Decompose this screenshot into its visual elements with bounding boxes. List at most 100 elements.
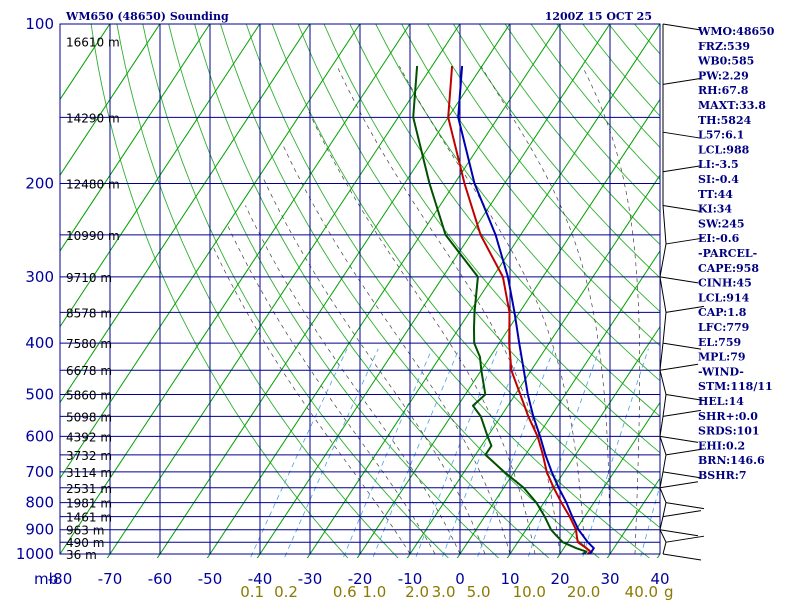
- mixing-ratio-line: [372, 348, 460, 558]
- mixing-ratio-label: 0.1: [240, 583, 264, 600]
- temperature-tick-label: 0: [455, 570, 465, 588]
- dry-adiabat: [220, 24, 600, 558]
- index-item: EHI:0.2: [698, 439, 745, 452]
- temperature-tick-label: -80: [48, 570, 73, 588]
- mixing-ratio-line: [441, 348, 523, 558]
- temperature-tick-label: 40: [650, 570, 669, 588]
- index-item: MAXT:33.8: [698, 99, 766, 112]
- mixing-ratio-unit-label: g: [664, 583, 674, 600]
- height-label: 10990 m: [66, 229, 120, 243]
- wind-barb: [662, 77, 702, 85]
- dry-adiabat: [116, 24, 399, 558]
- dry-adiabat: [90, 24, 349, 558]
- isotherm: [506, 325, 660, 558]
- isotherm: [256, 24, 611, 558]
- pressure-unit-label: mb: [34, 570, 58, 588]
- wind-barb: [662, 23, 702, 31]
- index-item: SHR+:0.0: [698, 410, 758, 423]
- isotherm: [306, 24, 660, 558]
- height-label: 963 m: [66, 524, 104, 538]
- index-item: BRN:146.6: [698, 454, 765, 467]
- height-label: 12480 m: [66, 178, 120, 192]
- dry-adiabat: [401, 24, 660, 347]
- mixing-ratio-line: [283, 348, 379, 558]
- temperature-tick-label: -20: [348, 570, 373, 588]
- height-label: 16610 m: [66, 36, 120, 50]
- wind-barb: [659, 363, 699, 371]
- isotherm: [60, 24, 311, 404]
- wind-barb: [659, 435, 699, 443]
- index-item: LFC:779: [698, 321, 749, 334]
- index-item: CINH:45: [698, 277, 752, 290]
- moist-adiabat: [336, 65, 561, 555]
- index-item: KI:34: [698, 203, 732, 216]
- dry-adiabat: [323, 24, 660, 454]
- wind-barb: [662, 165, 702, 173]
- temperature-tick-label: -30: [298, 570, 323, 588]
- mixing-ratio-label: 0.6: [333, 583, 357, 600]
- isotherm: [106, 24, 461, 558]
- wind-barb: [665, 393, 705, 401]
- wind-barb: [665, 535, 705, 543]
- index-item: LCL:914: [698, 291, 750, 304]
- wind-barb: [662, 409, 702, 417]
- height-label: 1461 m: [66, 511, 112, 525]
- isotherm: [556, 401, 660, 558]
- plot-frame: [59, 23, 661, 555]
- dry-adiabat: [297, 24, 660, 491]
- series-line-parcel: [457, 65, 595, 555]
- dry-adiabat: [375, 24, 660, 382]
- height-label: 1981 m: [66, 497, 112, 511]
- height-label: 5860 m: [66, 388, 112, 402]
- isotherm: [60, 24, 361, 480]
- series-line-temperature: [447, 65, 592, 555]
- index-item: WMO:48650: [697, 25, 775, 38]
- isotherm: [60, 24, 211, 252]
- isotherm: [60, 24, 411, 555]
- chart-title: WM650 (48650) Sounding: [65, 10, 229, 23]
- moist-adiabat: [245, 205, 461, 555]
- wind-barb: [662, 471, 702, 479]
- pressure-tick-label: 300: [25, 268, 54, 286]
- wind-barb: [659, 529, 699, 537]
- dry-adiabat: [453, 24, 660, 279]
- temperature-tick-label: 20: [550, 570, 569, 588]
- index-item: HEL:14: [698, 395, 744, 408]
- moist-adiabat: [480, 65, 611, 554]
- mixing-ratio-line: [527, 348, 600, 558]
- pressure-tick-label: 800: [25, 494, 54, 512]
- pressure-tick-label: 600: [25, 427, 54, 445]
- mixing-ratio-label: 20.0: [567, 583, 600, 600]
- pressure-tick-label: 1000: [16, 545, 54, 563]
- isotherm: [60, 24, 161, 177]
- temperature-tick-label: 30: [600, 570, 619, 588]
- index-item: MPL:79: [698, 351, 746, 364]
- height-label: 2531 m: [66, 482, 112, 496]
- mixing-ratio-label: 5.0: [467, 583, 491, 600]
- isotherm: [406, 174, 660, 558]
- dry-adiabat: [245, 24, 650, 558]
- wind-barb: [662, 510, 702, 518]
- pressure-tick-label: 500: [25, 385, 54, 403]
- isotherm: [356, 98, 660, 558]
- temperature-tick-label: -60: [148, 570, 173, 588]
- mixing-ratio-line: [476, 348, 555, 558]
- index-item: L57:6.1: [698, 129, 744, 142]
- height-label: 3114 m: [66, 466, 112, 480]
- isotherm: [156, 24, 511, 558]
- temperature-tick-label: -70: [98, 570, 123, 588]
- height-label: 14290 m: [66, 111, 120, 125]
- index-item: CAP:1.8: [698, 306, 747, 319]
- isotherm: [206, 24, 561, 558]
- pressure-tick-label: 100: [25, 15, 54, 33]
- index-item: BSHR:7: [698, 469, 747, 482]
- index-item: SRDS:101: [698, 425, 760, 438]
- index-item: FRZ:539: [698, 40, 750, 53]
- height-label: 490 m: [66, 536, 104, 550]
- wind-barb: [665, 502, 705, 510]
- index-item: STM:118/11: [698, 380, 773, 393]
- wind-barb: [662, 204, 702, 212]
- wind-barb: [662, 553, 702, 561]
